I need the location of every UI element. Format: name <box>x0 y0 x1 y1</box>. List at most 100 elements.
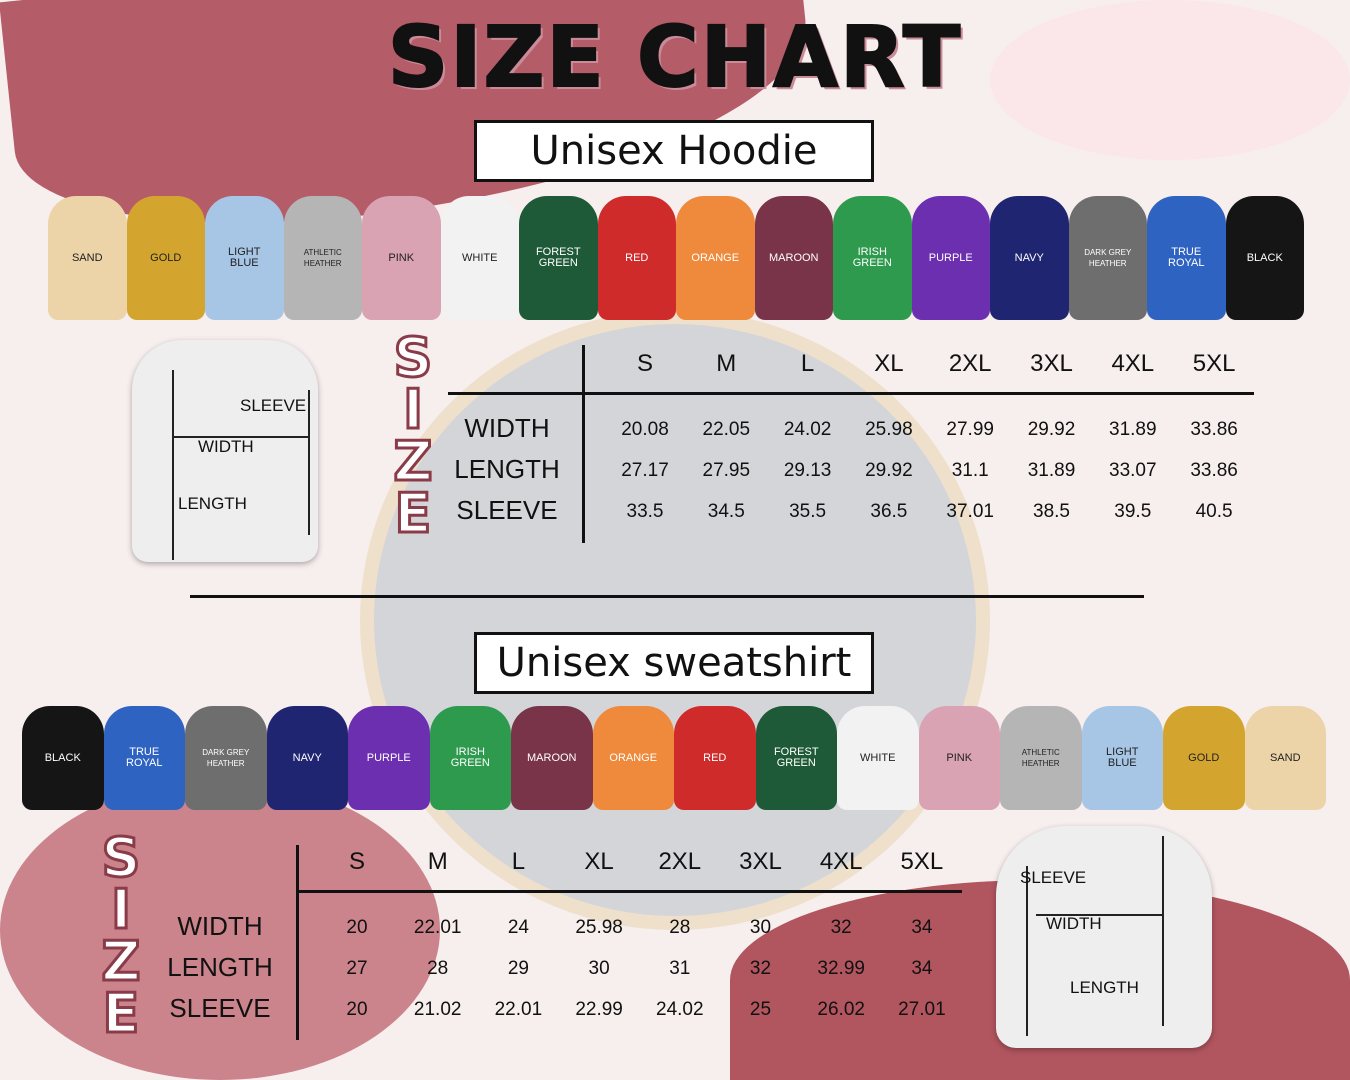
measurement-value: 29 <box>507 958 529 979</box>
measurement-value: 27.95 <box>702 460 751 481</box>
measurement-value: 24.02 <box>656 999 704 1020</box>
measurement-value: 29.92 <box>1027 419 1076 440</box>
measurement-value: 34 <box>911 917 933 938</box>
measurement-value: 34.5 <box>707 501 745 522</box>
color-swatch[interactable]: ORANGE <box>676 196 755 320</box>
color-swatch[interactable]: LIGHT BLUE <box>1081 706 1163 810</box>
color-swatch[interactable]: ATHLETIC HEATHER <box>1000 706 1082 810</box>
width-label: WIDTH <box>198 437 254 456</box>
color-swatch[interactable]: DARK GREY HEATHER <box>1068 196 1147 320</box>
measurement-value: 33.86 <box>1190 460 1238 481</box>
color-name: BLACK <box>1246 251 1283 264</box>
size-header: M <box>716 350 737 377</box>
color-swatch[interactable]: ORANGE <box>592 706 674 810</box>
color-swatch[interactable]: MAROON <box>754 196 833 320</box>
measure-line <box>172 436 308 438</box>
measurement-value: 37.01 <box>946 501 994 522</box>
length-label: LENGTH <box>1070 978 1139 997</box>
measurement-value: 36.5 <box>870 501 908 522</box>
color-swatch[interactable]: IRISH GREEN <box>429 706 511 810</box>
measurement-value: 29.13 <box>783 460 832 481</box>
color-swatch[interactable]: FOREST GREEN <box>755 706 837 810</box>
size-header: S <box>348 848 365 875</box>
measurement-value: 32 <box>830 917 852 938</box>
measurement-value: 38.5 <box>1033 501 1070 522</box>
measure-line <box>308 390 310 535</box>
row-label: SLEEVE <box>456 495 558 525</box>
color-name: RED <box>703 751 727 764</box>
color-swatch[interactable]: PURPLE <box>911 196 990 320</box>
color-swatch[interactable]: TRUE ROYAL <box>1147 196 1226 320</box>
color-swatch[interactable]: PINK <box>918 706 1000 810</box>
color-swatch[interactable]: FOREST GREEN <box>519 196 598 320</box>
measurement-value: 29.92 <box>865 460 913 481</box>
color-name: ORANGE <box>609 751 658 764</box>
color-swatch[interactable]: ATHLETIC HEATHER <box>283 196 362 320</box>
color-name: LIGHT BLUE <box>228 246 261 269</box>
table-divider <box>296 845 299 1040</box>
measurement-value: 27.17 <box>621 460 669 481</box>
size-header: 5XL <box>1192 350 1236 377</box>
row-label: LENGTH <box>167 952 273 982</box>
measurement-value: 26.02 <box>817 999 865 1020</box>
color-swatch[interactable]: RED <box>674 706 756 810</box>
color-swatch[interactable]: LIGHT BLUE <box>205 196 284 320</box>
color-name: LIGHT BLUE <box>1106 746 1139 769</box>
color-swatch[interactable]: MAROON <box>511 706 593 810</box>
size-header: 3XL <box>1030 350 1073 377</box>
measurement-value: 24 <box>507 917 529 938</box>
measurement-value: 34 <box>911 958 933 979</box>
color-swatch[interactable]: NAVY <box>266 706 348 810</box>
color-swatch[interactable]: SAND <box>1244 706 1326 810</box>
page-title: SIZE CHART <box>387 7 963 107</box>
measure-line <box>172 370 174 560</box>
color-swatch[interactable]: RED <box>597 196 676 320</box>
hoodie-heading: Unisex Hoodie <box>474 120 874 182</box>
sleeve-label: SLEEVE <box>1020 868 1087 887</box>
measurement-value: 25.98 <box>865 419 913 440</box>
color-swatch[interactable]: SAND <box>48 196 127 320</box>
color-name: ORANGE <box>691 251 740 264</box>
size-header: XL <box>874 350 904 377</box>
color-swatch[interactable]: NAVY <box>990 196 1069 320</box>
color-name: SAND <box>71 251 103 264</box>
size-letter: E <box>101 982 141 1045</box>
size-letter: Z <box>392 430 434 493</box>
color-name: PURPLE <box>366 751 411 764</box>
size-letter: S <box>392 326 434 389</box>
measurement-value: 30 <box>749 917 772 938</box>
color-swatch[interactable]: PURPLE <box>348 706 430 810</box>
measurement-value: 22.01 <box>494 999 543 1020</box>
measurement-value: 40.5 <box>1195 501 1233 522</box>
color-name: GOLD <box>150 251 182 264</box>
size-letter: I <box>109 878 132 941</box>
background-shape <box>990 0 1350 160</box>
table-divider <box>582 345 585 543</box>
row-label: SLEEVE <box>169 993 271 1023</box>
color-swatch[interactable]: BLACK <box>1225 196 1304 320</box>
color-swatch[interactable]: PINK <box>362 196 441 320</box>
color-name: NAVY <box>292 751 322 764</box>
measurement-value: 20.08 <box>621 419 669 440</box>
color-swatch[interactable]: WHITE <box>440 196 519 320</box>
measurement-value: 31.89 <box>1027 460 1076 481</box>
size-header: S <box>636 350 653 377</box>
color-swatch[interactable]: GOLD <box>1163 706 1245 810</box>
color-swatch[interactable]: GOLD <box>126 196 205 320</box>
color-name: FOREST GREEN <box>773 746 819 769</box>
measurement-value: 24.02 <box>783 419 832 440</box>
measurement-value: 27.01 <box>898 999 946 1020</box>
measurement-value: 22.01 <box>413 917 462 938</box>
color-swatch[interactable]: IRISH GREEN <box>833 196 912 320</box>
color-name: PINK <box>388 251 415 264</box>
size-letter: Z <box>100 930 142 993</box>
color-name: DARK GREY HEATHER <box>1084 248 1132 268</box>
color-swatch[interactable]: DARK GREY HEATHER <box>185 706 267 810</box>
size-header: 3XL <box>739 848 782 875</box>
color-swatch[interactable]: WHITE <box>837 706 919 810</box>
color-swatch[interactable]: BLACK <box>22 706 104 810</box>
color-name: BLACK <box>44 751 81 764</box>
color-name: NAVY <box>1014 251 1044 264</box>
color-swatch[interactable]: TRUE ROYAL <box>103 706 185 810</box>
